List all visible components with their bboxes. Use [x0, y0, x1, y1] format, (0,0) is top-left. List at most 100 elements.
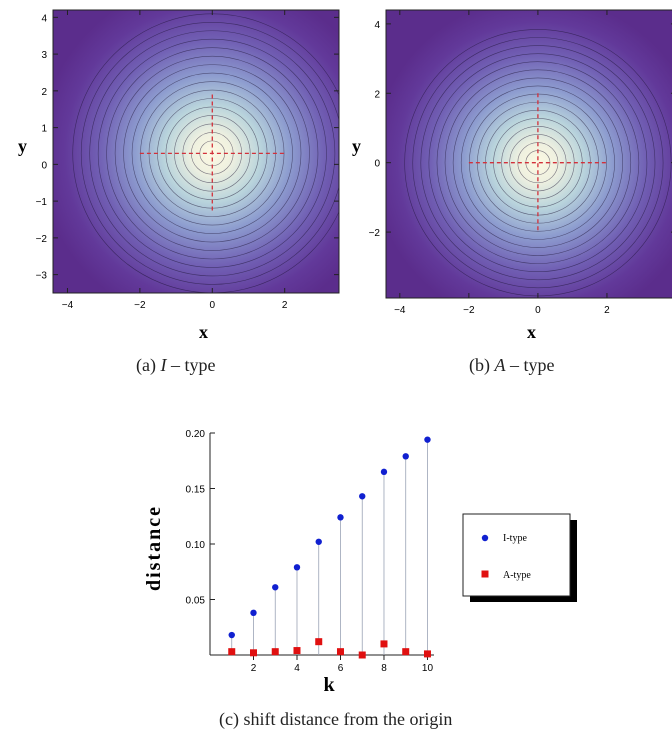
y-tick-label: 0.15 — [186, 485, 206, 496]
x-tick-label: 4 — [294, 663, 300, 674]
x-tick-label: 2 — [604, 305, 610, 316]
contour-line — [80, 22, 339, 285]
point-a-type — [228, 648, 236, 656]
contour-line — [412, 37, 664, 289]
y-tick-label: 0 — [41, 160, 47, 171]
y-tick-label: −1 — [36, 197, 48, 208]
contour-plot-i-type: −4 −2 0 2 −3 −2 −1 0 1 2 3 4 y x — [18, 9, 340, 342]
point-a-type — [315, 638, 323, 646]
y-tick-label: 0.10 — [186, 540, 206, 551]
y-axis-label: distance — [143, 505, 165, 591]
x-tick-label: −4 — [394, 305, 406, 316]
legend-label-a-type: A-type — [503, 570, 531, 581]
x-tick-label: 0 — [210, 300, 216, 311]
point-i-type — [380, 468, 388, 476]
contour-line — [123, 64, 302, 243]
legend-label-i-type: I-type — [503, 533, 527, 544]
data-points — [228, 436, 431, 659]
caption-c-text: shift distance from the origin — [243, 709, 453, 729]
contour-line — [452, 77, 623, 248]
x-tick-label: 10 — [422, 663, 434, 674]
x-tick-label: 2 — [282, 300, 288, 311]
contour-line — [106, 47, 319, 260]
caption-b-letter: A — [494, 355, 506, 375]
drop-lines — [231, 439, 428, 655]
y-tick-label: 4 — [41, 13, 47, 24]
contour-line — [509, 134, 567, 192]
point-i-type — [359, 493, 366, 500]
plot-frame — [385, 9, 672, 299]
contour-line — [174, 115, 251, 192]
axis-ticks: −4 −2 0 2 −3 −2 −1 0 1 2 3 4 — [36, 10, 339, 311]
point-a-type — [402, 648, 410, 656]
point-a-type — [249, 649, 257, 657]
caption-b-suffix: – type — [510, 355, 555, 375]
plot-frame — [52, 9, 340, 294]
point-i-type — [402, 453, 409, 460]
point-i-type — [315, 538, 322, 545]
x-axis-label: x — [527, 322, 536, 342]
y-tick-label: 2 — [374, 89, 380, 100]
point-i-type — [272, 584, 279, 591]
y-tick-label: 4 — [374, 20, 380, 31]
contour-line — [97, 38, 327, 268]
point-i-type — [250, 609, 257, 617]
y-tick-label: 0.05 — [186, 596, 206, 607]
y-tick-label: −2 — [369, 228, 381, 239]
y-axis-label: y — [352, 136, 361, 156]
caption-c: (c) shift distance from the origin — [219, 709, 452, 730]
legend-marker-i-type — [481, 534, 489, 542]
point-i-type — [424, 436, 431, 443]
x-tick-label: −4 — [62, 300, 74, 311]
y-tick-label: −2 — [36, 234, 48, 245]
point-a-type — [423, 650, 431, 658]
point-a-type — [293, 647, 301, 655]
x-tick-label: 2 — [251, 663, 257, 674]
legend-box — [462, 513, 571, 597]
point-i-type — [228, 631, 235, 639]
axes: 0.05 0.10 0.15 0.20 2 4 6 8 10 — [186, 429, 434, 674]
y-tick-label: 3 — [41, 50, 47, 61]
contour-line — [89, 30, 336, 277]
caption-a-suffix: – type — [170, 355, 216, 375]
caption-b-label: (b) — [469, 355, 490, 375]
x-tick-label: 0 — [535, 305, 541, 316]
y-axis-label: y — [18, 136, 27, 156]
contour-line — [428, 53, 648, 272]
x-tick-label: 8 — [381, 663, 387, 674]
legend: I-type A-type — [462, 513, 577, 602]
contour-line — [444, 69, 632, 256]
caption-c-label: (c) — [219, 709, 239, 729]
contour-line — [114, 55, 310, 251]
x-axis-label: k — [323, 674, 335, 696]
y-tick-label: −3 — [36, 271, 48, 282]
center-crosshair — [139, 94, 285, 213]
contour-line — [131, 72, 293, 234]
caption-a: (a) I – type — [136, 355, 215, 376]
point-a-type — [358, 651, 366, 659]
x-tick-label: 6 — [338, 663, 344, 674]
caption-a-letter: I — [160, 355, 167, 375]
point-a-type — [380, 640, 388, 648]
contour-line — [436, 61, 640, 264]
legend-marker-a-type — [481, 570, 489, 578]
x-axis-label: x — [199, 322, 208, 342]
y-tick-label: 0.20 — [186, 429, 206, 440]
density-glow — [386, 10, 672, 298]
x-tick-label: −2 — [134, 300, 146, 311]
y-tick-label: 2 — [41, 87, 47, 98]
point-a-type — [271, 648, 279, 656]
point-i-type — [293, 564, 301, 571]
point-i-type — [337, 514, 344, 521]
y-tick-label: 1 — [41, 124, 47, 135]
y-tick-label: 0 — [374, 159, 380, 170]
contour-line — [420, 45, 656, 281]
caption-a-label: (a) — [136, 355, 156, 375]
center-crosshair — [468, 93, 607, 233]
caption-b: (b) A – type — [469, 355, 555, 376]
point-a-type — [336, 648, 344, 656]
x-tick-label: −2 — [463, 305, 475, 316]
